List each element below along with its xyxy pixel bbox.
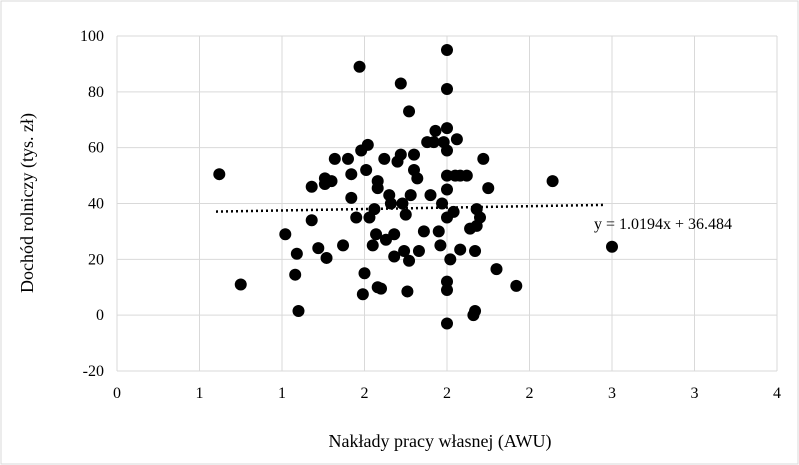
x-tick-label: 4 (773, 385, 781, 402)
data-point (412, 244, 425, 257)
data-point (454, 243, 467, 256)
gridlines (116, 35, 778, 372)
data-point (370, 228, 383, 241)
data-point (441, 317, 453, 330)
data-point (337, 239, 350, 252)
data-point (345, 191, 358, 204)
x-tick-label: 1 (278, 385, 286, 402)
data-point (403, 254, 416, 267)
data-point (441, 144, 453, 157)
data-point (474, 211, 486, 224)
data-point (305, 214, 318, 227)
y-tick-label: -20 (83, 363, 104, 380)
y-tick-label: 100 (80, 28, 104, 45)
data-point (427, 136, 440, 149)
data-point (394, 148, 407, 161)
data-point (290, 247, 303, 260)
data-point (441, 43, 453, 56)
data-point (447, 205, 460, 218)
data-point (375, 282, 387, 295)
data-point (366, 239, 379, 252)
data-point (292, 304, 305, 317)
data-point (371, 182, 384, 195)
data-point (404, 189, 417, 202)
x-tick-label: 2 (361, 385, 369, 402)
data-point (368, 203, 381, 216)
x-tick-label: 2 (443, 385, 451, 402)
data-point (213, 168, 226, 181)
data-point (388, 228, 401, 241)
data-point (312, 242, 325, 255)
data-point (441, 275, 453, 288)
data-point (350, 211, 363, 224)
data-point (279, 228, 292, 241)
data-point (429, 124, 442, 137)
data-point (408, 148, 420, 161)
y-tick-label: 0 (96, 307, 104, 324)
x-tick-label: 3 (608, 385, 616, 402)
data-point (460, 169, 473, 182)
y-tick-label: 60 (88, 140, 104, 157)
data-point (441, 183, 453, 196)
data-point (325, 175, 338, 188)
data-point (510, 279, 523, 292)
data-point (432, 225, 445, 238)
data-point (444, 253, 457, 266)
data-point (353, 60, 366, 73)
data-point (441, 284, 453, 297)
y-tick-label: 20 (88, 251, 104, 268)
y-tick-label: 40 (88, 196, 104, 213)
x-axis-label: Nakłady pracy własnej (AWU) (329, 431, 552, 452)
data-point (482, 182, 495, 195)
data-point (441, 122, 453, 135)
data-point (417, 225, 430, 238)
data-point (399, 208, 412, 221)
data-point (388, 250, 401, 263)
data-point (289, 268, 302, 281)
data-point (411, 172, 424, 185)
data-point (441, 83, 453, 96)
x-tick-label: 2 (526, 385, 534, 402)
data-point (328, 152, 341, 165)
trendline-equation: y = 1.0194x + 36.484 (594, 216, 732, 233)
data-points (213, 43, 618, 330)
data-point (394, 77, 407, 90)
y-tick-label: 80 (88, 84, 104, 101)
x-tick-label: 3 (691, 385, 699, 402)
data-point (396, 197, 409, 210)
data-point (436, 197, 449, 210)
y-axis-label: Dochód rolniczy (tys. zł) (17, 113, 38, 293)
data-point (234, 278, 247, 291)
data-point (378, 152, 391, 165)
data-point (450, 133, 463, 146)
data-point (424, 189, 437, 202)
data-point (477, 152, 490, 165)
data-point (358, 267, 371, 280)
x-tick-label: 1 (196, 385, 204, 402)
data-point (342, 152, 354, 165)
data-point (360, 164, 373, 176)
data-point (345, 168, 358, 181)
data-point (546, 175, 559, 188)
x-tick-labels: 0 1 1 2 2 2 3 3 4 (113, 385, 781, 402)
data-point (441, 169, 453, 182)
data-point (606, 240, 618, 253)
data-point (320, 251, 333, 264)
data-point (356, 288, 369, 301)
data-point (384, 197, 397, 210)
data-point (490, 263, 503, 276)
data-point (401, 285, 414, 298)
data-point (361, 138, 374, 151)
data-point (469, 244, 482, 257)
x-tick-label: 0 (113, 385, 121, 402)
data-point (305, 180, 318, 193)
data-point (403, 105, 416, 118)
data-point (434, 239, 447, 252)
y-tick-labels: 100 80 60 40 20 0 -20 (80, 28, 104, 380)
data-point (398, 244, 411, 257)
data-point (469, 304, 482, 317)
